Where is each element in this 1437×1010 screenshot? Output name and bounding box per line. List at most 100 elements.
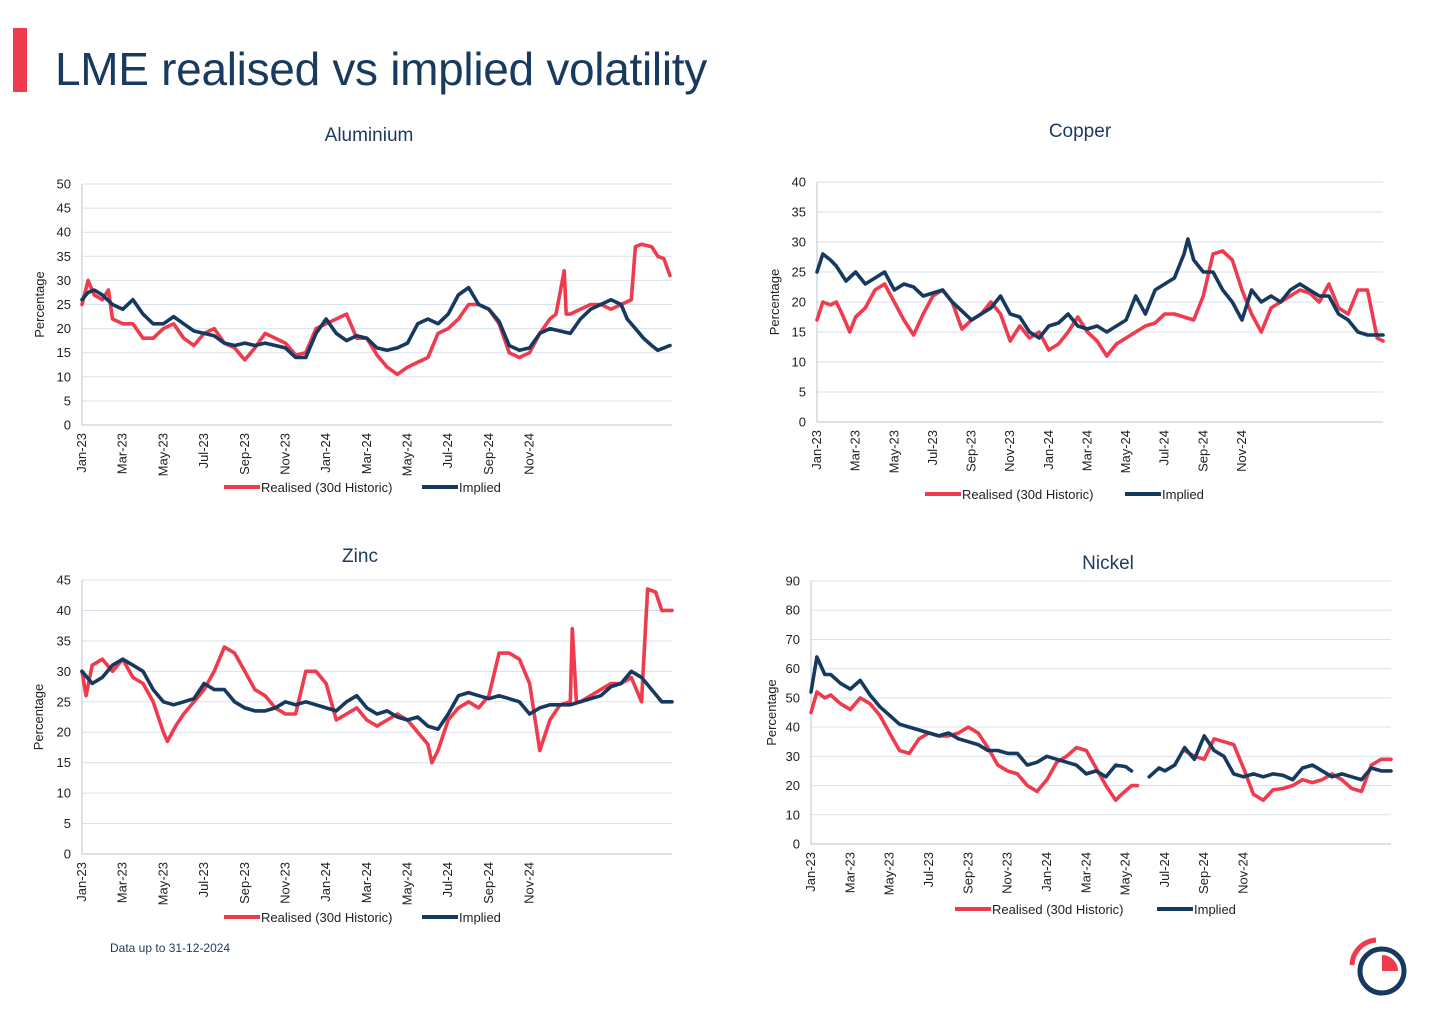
series-line-realised [815,249,1385,358]
series-line-implied [1147,734,1393,782]
x-tick-label: Sep-24 [481,862,496,904]
y-tick-label: 40 [57,603,71,618]
x-tick-label: May-24 [400,862,415,905]
x-tick-label: Sep-23 [237,433,252,475]
legend-label: Implied [1162,487,1204,502]
x-tick-label: Mar-23 [115,862,130,903]
y-tick-label: 5 [64,816,71,831]
x-tick-label: Jul-24 [1157,430,1172,465]
x-tick-label: Sep-24 [481,433,496,475]
y-tick-label: 0 [64,847,71,862]
series-line-realised [809,690,1140,802]
series-line-implied [815,237,1385,340]
y-tick-label: 25 [57,297,71,312]
y-tick-label: 40 [786,720,800,735]
x-tick-label: Mar-24 [359,862,374,903]
x-tick-label: Sep-24 [1196,852,1211,894]
y-tick-label: 60 [786,661,800,676]
chart-title: Nickel [1082,553,1134,574]
y-tick-label: 90 [786,574,800,589]
x-tick-label: Jan-24 [1041,430,1056,470]
series-line-realised [80,242,672,377]
y-tick-label: 80 [786,603,800,618]
y-tick-label: 25 [792,265,806,280]
y-tick-label: 45 [57,573,71,588]
y-tick-label: 45 [57,201,71,216]
series-line-realised [1182,737,1393,802]
x-tick-label: Jul-23 [921,852,936,887]
x-tick-label: Jul-23 [196,433,211,468]
x-tick-label: Jul-24 [1157,852,1172,887]
x-tick-label: Jul-24 [440,862,455,897]
x-tick-label: Mar-23 [842,852,857,893]
x-tick-label: Jan-24 [318,433,333,473]
y-tick-label: 15 [57,755,71,770]
y-tick-label: 10 [57,369,71,384]
x-tick-label: Nov-23 [1000,852,1015,894]
legend-label: Realised (30d Historic) [261,480,393,495]
y-tick-label: 5 [799,385,806,400]
series-line-implied [80,657,674,731]
y-tick-label: 30 [57,664,71,679]
y-tick-label: 10 [57,786,71,801]
x-tick-label: Jul-23 [196,862,211,897]
y-tick-label: 15 [57,345,71,360]
x-tick-label: Jan-24 [1039,852,1054,892]
legend-label: Implied [1194,902,1236,917]
y-axis-label: Percentage [764,679,779,746]
y-tick-label: 40 [57,225,71,240]
title-accent-bar [13,28,27,92]
y-axis-label: Percentage [767,269,782,336]
x-tick-label: Nov-23 [277,862,292,904]
chart-title: Copper [1049,121,1112,142]
y-tick-label: 10 [786,807,800,822]
x-tick-label: Jul-23 [925,430,940,465]
y-tick-label: 35 [57,249,71,264]
x-tick-label: Nov-23 [277,433,292,475]
brand-logo-icon [1349,937,1407,996]
y-tick-label: 40 [792,175,806,190]
y-tick-label: 10 [792,355,806,370]
legend-label: Realised (30d Historic) [261,910,393,925]
x-tick-label: Mar-24 [1078,852,1093,893]
x-tick-label: Mar-24 [359,433,374,474]
x-tick-label: May-23 [882,852,897,895]
x-tick-label: May-23 [155,433,170,476]
x-tick-label: Nov-24 [1236,852,1251,894]
y-axis-label: Percentage [31,684,46,751]
x-tick-label: Nov-23 [1002,430,1017,472]
y-tick-label: 30 [792,235,806,250]
y-tick-label: 5 [64,393,71,408]
y-tick-label: 30 [786,749,800,764]
chart-title: Aluminium [325,125,414,146]
y-tick-label: 70 [786,632,800,647]
x-tick-label: Nov-24 [1234,430,1249,472]
y-tick-label: 50 [57,177,71,192]
x-tick-label: May-23 [155,862,170,905]
y-tick-label: 0 [64,418,71,433]
x-tick-label: Sep-23 [237,862,252,904]
series-line-implied [80,285,672,360]
y-tick-label: 20 [792,295,806,310]
x-tick-label: Nov-24 [522,862,537,904]
x-tick-label: May-23 [886,430,901,473]
y-tick-label: 20 [57,725,71,740]
x-tick-label: Sep-23 [960,852,975,894]
y-tick-label: 30 [57,273,71,288]
x-tick-label: Nov-24 [522,433,537,475]
x-tick-label: Jan-23 [74,433,89,473]
x-tick-label: May-24 [1118,852,1133,895]
series-line-implied [809,655,1134,779]
x-tick-label: Jan-24 [318,862,333,902]
y-tick-label: 15 [792,325,806,340]
data-footnote: Data up to 31-12-2024 [110,941,231,955]
legend-label: Implied [459,480,501,495]
x-tick-label: Mar-24 [1079,430,1094,471]
y-tick-label: 20 [57,321,71,336]
legend-label: Realised (30d Historic) [962,487,1094,502]
y-tick-label: 0 [793,837,800,852]
y-tick-label: 35 [792,205,806,220]
